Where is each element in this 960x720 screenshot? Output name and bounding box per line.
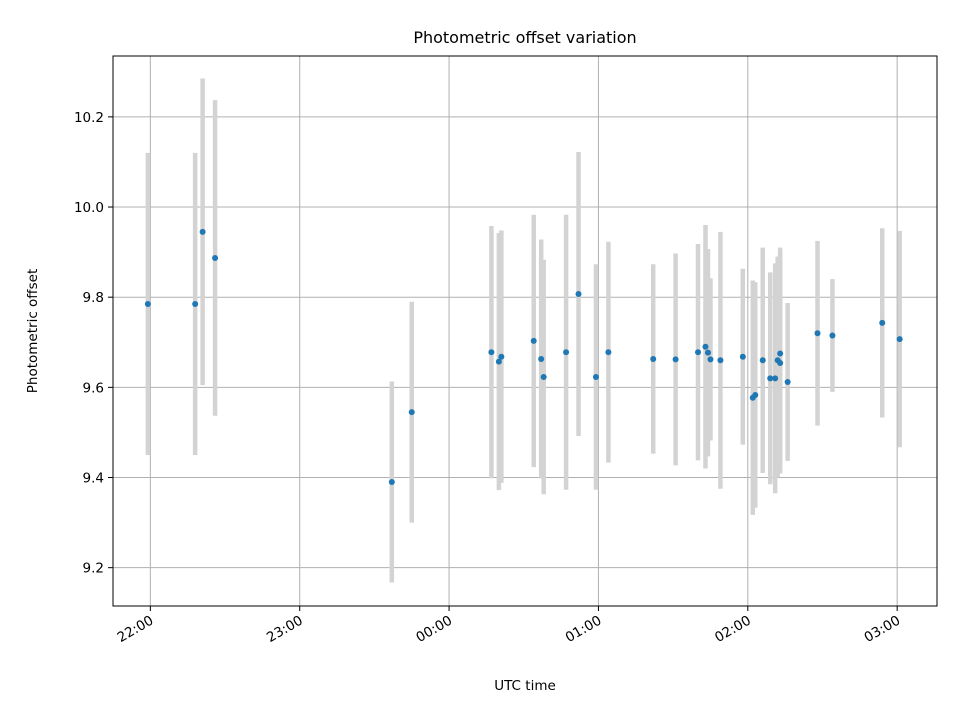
data-point [777, 360, 784, 367]
x-axis-label: UTC time [494, 678, 556, 694]
data-point [538, 355, 545, 362]
plot-frame [112, 55, 938, 607]
y-axis-label: Photometric offset [25, 269, 41, 393]
data-point [575, 291, 582, 298]
data-point [672, 356, 679, 363]
data-point [739, 353, 746, 360]
data-point [650, 355, 657, 362]
y-tick-label: 9.8 [83, 290, 104, 306]
data-point [388, 479, 395, 486]
data-point [498, 353, 505, 360]
data-point [605, 349, 612, 356]
data-point [759, 357, 766, 364]
data-point [814, 330, 821, 337]
data-point [707, 356, 714, 363]
grid [113, 56, 937, 606]
data-point [879, 319, 886, 326]
y-tick-label: 9.6 [83, 380, 104, 396]
y-axis: 9.2 9.4 9.6 9.8 10.0 10.2 [74, 110, 113, 577]
data-points [144, 228, 903, 486]
y-tick-label: 10.2 [74, 110, 104, 126]
data-point [592, 373, 599, 380]
chart-title: Photometric offset variation [413, 28, 636, 47]
data-point [530, 337, 537, 344]
data-point [777, 350, 784, 357]
y-tick-label: 10.0 [74, 200, 104, 216]
data-point [784, 378, 791, 385]
data-point [563, 349, 570, 356]
data-point [829, 332, 836, 339]
data-point [212, 254, 219, 261]
data-point [495, 358, 502, 365]
data-point [767, 375, 774, 382]
data-point [408, 409, 415, 416]
data-point [199, 228, 206, 235]
data-point [717, 357, 724, 364]
data-point [752, 392, 759, 399]
y-tick-label: 9.2 [83, 561, 104, 577]
data-point [704, 349, 711, 356]
y-tick-label: 9.4 [83, 471, 104, 487]
data-point [192, 300, 199, 307]
data-point [695, 349, 702, 356]
data-point [702, 343, 709, 350]
data-point [772, 375, 779, 382]
data-point [144, 300, 151, 307]
data-point [896, 336, 903, 343]
data-point [540, 373, 547, 380]
data-point [488, 349, 495, 356]
